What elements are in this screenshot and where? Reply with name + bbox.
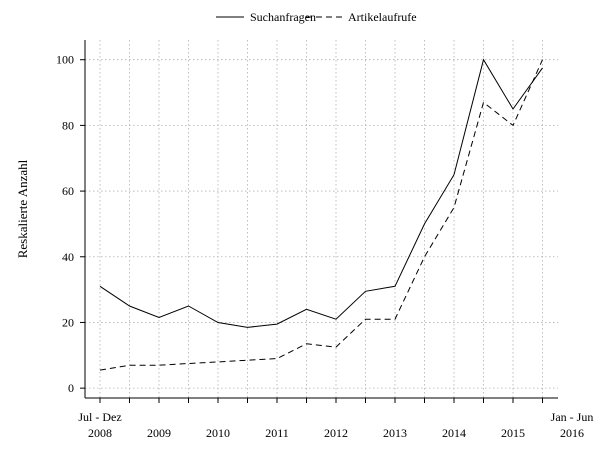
y-tick-label: 0: [68, 381, 74, 395]
x-axis-ticks: Jul - Dez 2008 2009 2010 2011 2012 2013 2014 201…: [78, 398, 593, 440]
y-tick-label: 100: [56, 53, 74, 67]
grid: [85, 40, 558, 398]
series-lines: [99, 58, 543, 371]
x-tick-label-year: 2012: [324, 426, 348, 440]
x-tick-label-year: 2016: [560, 426, 584, 440]
axes: [84, 40, 558, 399]
y-tick-label: 40: [62, 250, 74, 264]
x-tick-label-period: Jul - Dez: [78, 410, 121, 424]
y-tick-label: 20: [62, 315, 74, 329]
y-tick-label: 80: [62, 118, 74, 132]
x-tick-label-period: Jan - Jun: [551, 410, 594, 424]
x-tick-label-year: 2008: [88, 426, 112, 440]
y-axis-label: Reskalierte Anzahl: [15, 159, 30, 258]
y-tick-label: 60: [62, 184, 74, 198]
x-tick-label-year: 2009: [147, 426, 171, 440]
x-tick-label-year: 2011: [265, 426, 289, 440]
series-line-suchanfragen: [99, 58, 543, 328]
legend: Suchanfragen Artikelaufrufe: [216, 10, 417, 24]
x-tick-label-year: 2013: [383, 426, 407, 440]
legend-label-artikelaufrufe: Artikelaufrufe: [348, 10, 417, 24]
legend-label-suchanfragen: Suchanfragen: [250, 10, 316, 24]
x-tick-label-year: 2010: [206, 426, 230, 440]
x-tick-label-year: 2014: [442, 426, 466, 440]
series-line-artikelaufrufe: [99, 59, 543, 371]
x-tick-label-year: 2015: [501, 426, 525, 440]
y-axis-ticks: 0 20 40 60 80 100: [56, 53, 85, 395]
